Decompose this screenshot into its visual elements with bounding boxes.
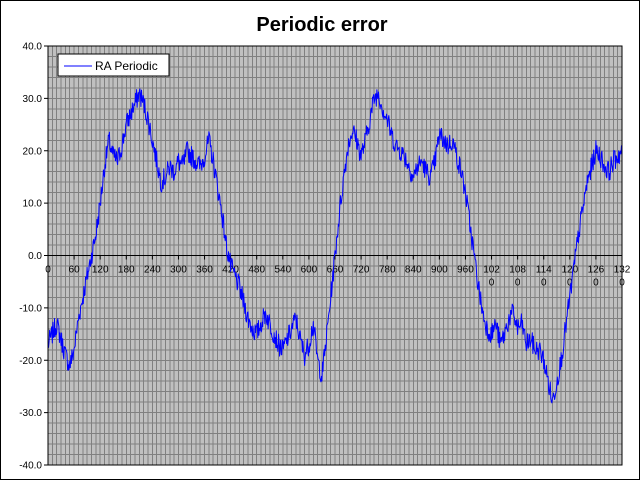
legend-label: RA Periodic bbox=[95, 59, 158, 73]
y-tick-label: -10.0 bbox=[19, 303, 42, 314]
y-tick-label: 10.0 bbox=[23, 199, 43, 210]
x-tick-label: 126 0 bbox=[588, 265, 605, 289]
x-tick-label: 114 0 bbox=[536, 265, 552, 289]
x-tick-label: 108 0 bbox=[509, 265, 526, 289]
x-tick-label: 120 0 bbox=[561, 265, 578, 289]
y-tick-label: -40.0 bbox=[19, 461, 42, 472]
y-tick-label: 0.0 bbox=[28, 251, 42, 262]
x-tick-label: 660 bbox=[327, 265, 344, 276]
y-axis: 40.0 30.0 20.0 10.0 0.0 -10.0 -20.0 -30.0 -40.0 bbox=[19, 42, 48, 472]
x-tick-label: 300 bbox=[170, 265, 187, 276]
legend-box bbox=[57, 53, 170, 77]
plot-frame bbox=[47, 45, 623, 466]
series-line bbox=[47, 88, 623, 404]
chart-title: Periodic error bbox=[256, 14, 387, 36]
x-tick-label: 102 0 bbox=[483, 265, 500, 289]
x-tick-label: 840 bbox=[405, 265, 422, 276]
series-layer bbox=[47, 88, 623, 404]
x-tick-label: 960 bbox=[457, 265, 474, 276]
x-tick-label: 180 bbox=[118, 265, 135, 276]
y-tick-label: 30.0 bbox=[23, 94, 43, 105]
legend: RA Periodic bbox=[57, 53, 170, 77]
y-tick-label: 40.0 bbox=[23, 42, 43, 53]
x-tick-label: 900 bbox=[431, 265, 448, 276]
x-tick-label: 480 bbox=[248, 265, 265, 276]
x-tick-label: 780 bbox=[379, 265, 396, 276]
x-tick-label: 60 bbox=[69, 265, 81, 276]
x-tick-label: 240 bbox=[144, 265, 161, 276]
y-tick-label: 20.0 bbox=[23, 146, 43, 157]
x-tick-label: 360 bbox=[196, 265, 213, 276]
x-tick-label: 600 bbox=[301, 265, 318, 276]
y-tick-label: -30.0 bbox=[19, 408, 42, 419]
x-tick-label: 540 bbox=[274, 265, 291, 276]
x-tick-label: 720 bbox=[353, 265, 370, 276]
y-tick-label: -20.0 bbox=[19, 356, 42, 367]
x-tick-label: 120 bbox=[92, 265, 109, 276]
